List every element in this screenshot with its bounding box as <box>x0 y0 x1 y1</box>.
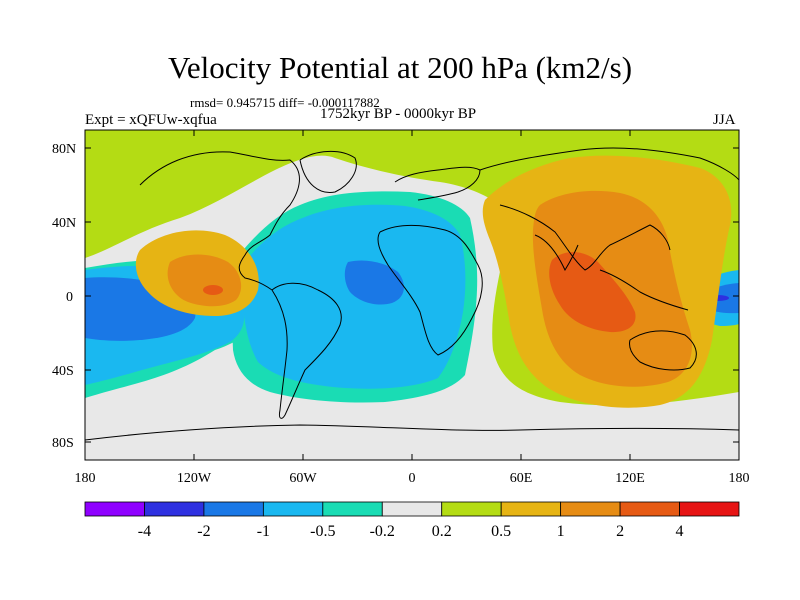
stats-text: rmsd= 0.945715 diff= -0.000117882 <box>190 95 380 110</box>
coast-southeast-asia <box>599 269 689 311</box>
lat-tick-80s: 80S <box>52 436 74 451</box>
lon-tick-0: 0 <box>409 471 416 486</box>
colorbar-label-5: 0.2 <box>432 523 452 540</box>
lat-tick-40n: 40N <box>52 216 76 231</box>
lon-tick-60e: 60E <box>510 471 533 486</box>
lon-tick-120e: 120E <box>615 471 645 486</box>
lon-tick-180w: 180 <box>75 471 96 486</box>
plot-title: Velocity Potential at 200 hPa (km2/s) <box>167 50 633 85</box>
orange-zone-pacific <box>167 254 242 307</box>
lat-tick-40s: 40S <box>52 364 74 379</box>
colorbar-label-2: -1 <box>257 523 270 540</box>
colorbar-label-9: 4 <box>676 523 684 540</box>
midblue-zone-africa <box>344 260 404 305</box>
colorbar-swatch-10 <box>679 501 740 517</box>
colorbar-label-8: 2 <box>616 523 624 540</box>
colorbar-swatch-7 <box>500 501 562 517</box>
coast-australia <box>629 330 697 371</box>
lon-tick-marks <box>84 130 631 460</box>
colorbar-label-6: 0.5 <box>491 523 511 540</box>
season-label: JJA <box>713 112 736 128</box>
redorange-zone-asia <box>549 251 636 333</box>
coast-asia <box>479 147 739 271</box>
colorbar-swatch-8 <box>560 501 621 517</box>
coast-antarctica <box>85 424 739 441</box>
lightblue-zone-atlantic <box>243 204 466 389</box>
colorbar-swatch-1 <box>144 501 205 517</box>
colorbar-label-1: -2 <box>197 523 210 540</box>
colorbar-label-7: 1 <box>557 523 565 540</box>
coastlines <box>85 147 739 441</box>
lon-tick-180e: 180 <box>729 471 750 486</box>
coast-india <box>534 234 579 272</box>
colorbar-label-0: -4 <box>138 523 151 540</box>
experiment-label: Expt = xQFUw-xqfua <box>85 112 217 128</box>
lon-tick-60w: 60W <box>289 471 317 486</box>
contour-field <box>85 130 739 460</box>
colorbar-swatch-6 <box>441 501 502 517</box>
colorbar-swatch-2 <box>203 501 264 517</box>
period-label: 1752kyr BP - 0000kyr BP <box>320 106 477 122</box>
colorbar-swatch-0 <box>84 501 145 517</box>
colorbar: -4 -2 -1 -0.5 -0.2 0.2 0.5 1 2 4 <box>84 501 740 540</box>
colorbar-label-3: -0.5 <box>310 523 335 540</box>
lon-tick-120w: 120W <box>177 471 212 486</box>
lat-tick-marks <box>85 147 739 443</box>
colorbar-swatch-5 <box>381 501 443 517</box>
colorbar-swatch-4 <box>322 501 383 517</box>
coast-south-america <box>271 282 342 419</box>
colorbar-label-4: -0.2 <box>370 523 395 540</box>
lat-tick-0: 0 <box>66 290 73 305</box>
lat-tick-80n: 80N <box>52 142 76 157</box>
coast-north-america <box>139 151 300 291</box>
colorbar-swatch-3 <box>262 501 324 517</box>
coast-greenland <box>299 151 357 194</box>
colorbar-swatch-9 <box>619 501 680 517</box>
coast-africa <box>377 224 483 356</box>
red-zone-pacific <box>203 285 223 295</box>
